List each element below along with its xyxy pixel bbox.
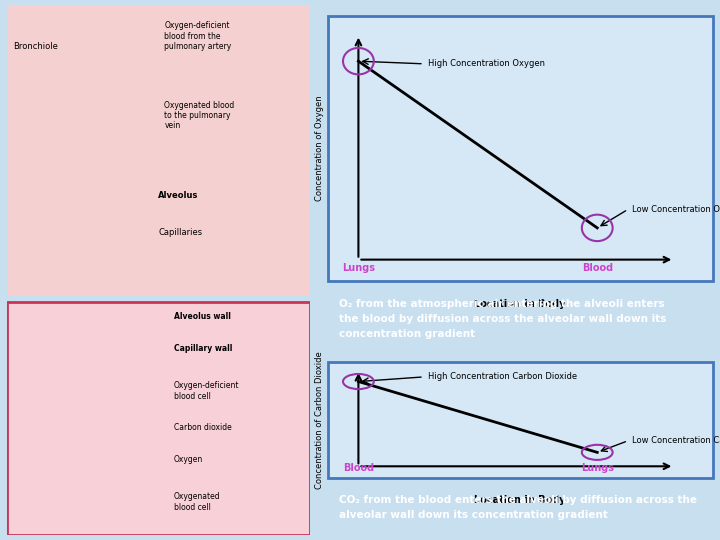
Text: Bronchiole: Bronchiole: [13, 43, 58, 51]
Text: Concentration of Carbon Dioxide: Concentration of Carbon Dioxide: [315, 351, 324, 489]
Text: Location in Body: Location in Body: [474, 495, 566, 505]
Text: Blood: Blood: [343, 463, 374, 473]
Text: Alveolus: Alveolus: [158, 191, 199, 200]
Text: High Concentration Carbon Dioxide: High Concentration Carbon Dioxide: [428, 373, 577, 381]
Text: Lungs: Lungs: [581, 463, 613, 473]
Text: High Concentration Oxygen: High Concentration Oxygen: [428, 59, 545, 69]
Bar: [7, 302, 310, 535]
FancyBboxPatch shape: [328, 362, 713, 478]
Text: CO₂ from the blood enters the alveoli by diffusion across the
alveolar wall down: CO₂ from the blood enters the alveoli by…: [339, 495, 697, 520]
Text: O₂ from the atmospheric air entering the alveoli enters
the blood by diffusion a: O₂ from the atmospheric air entering the…: [339, 299, 667, 339]
Text: Oxygenated
blood cell: Oxygenated blood cell: [174, 492, 220, 512]
FancyBboxPatch shape: [328, 16, 713, 281]
Text: Alveolus wall: Alveolus wall: [174, 312, 230, 321]
Text: Capillary wall: Capillary wall: [174, 344, 232, 353]
Text: Blood: Blood: [582, 263, 613, 273]
Bar: [7, 5, 310, 296]
Text: Carbon dioxide: Carbon dioxide: [174, 423, 231, 433]
Text: Capillaries: Capillaries: [158, 228, 202, 237]
Text: Concentration of Oxygen: Concentration of Oxygen: [315, 96, 324, 201]
Text: Low Concentration Oxygen: Low Concentration Oxygen: [632, 205, 720, 214]
Text: Oxygen-deficient
blood cell: Oxygen-deficient blood cell: [174, 381, 239, 401]
Text: Oxygen: Oxygen: [174, 455, 203, 464]
Text: Location in Body: Location in Body: [474, 299, 566, 309]
Text: Low Concentration Carbon Dioxide: Low Concentration Carbon Dioxide: [632, 436, 720, 446]
Text: Oxygen-deficient
blood from the
pulmonary artery: Oxygen-deficient blood from the pulmonar…: [164, 21, 232, 51]
Text: Oxygenated blood
to the pulmonary
vein: Oxygenated blood to the pulmonary vein: [164, 100, 235, 131]
Text: Lungs: Lungs: [342, 263, 375, 273]
